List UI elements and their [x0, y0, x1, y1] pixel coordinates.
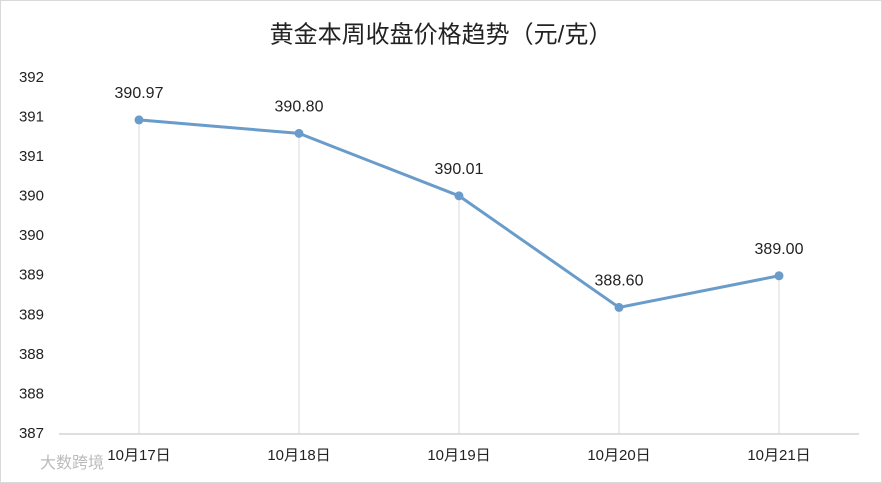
y-tick-label: 391: [19, 109, 44, 126]
y-tick-label: 389: [19, 267, 44, 284]
data-label: 390.80: [275, 99, 324, 116]
chart-title: 黄金本周收盘价格趋势（元/克）: [270, 21, 613, 48]
y-tick-label: 390: [19, 227, 44, 244]
x-tick-label: 10月21日: [747, 447, 810, 464]
y-tick-label: 390: [19, 188, 44, 205]
data-label: 390.01: [435, 161, 484, 178]
point: [294, 128, 304, 138]
x-tick-label: 10月18日: [267, 447, 330, 464]
x-tick-label: 10月20日: [587, 447, 650, 464]
data-label: 388.60: [595, 273, 644, 290]
point: [614, 302, 624, 312]
y-tick-label: 389: [19, 306, 44, 323]
x-tick-label: 10月17日: [107, 447, 170, 464]
y-tick-label: 388: [19, 385, 44, 402]
point: [134, 115, 144, 125]
y-tick-label: 392: [19, 69, 44, 86]
x-tick-label: 10月19日: [427, 447, 490, 464]
data-label: 390.97: [115, 85, 164, 102]
y-tick-label: 388: [19, 346, 44, 363]
y-tick-label: 387: [19, 425, 44, 442]
data-label: 389.00: [755, 241, 804, 258]
y-tick-label: 391: [19, 148, 44, 165]
watermark: 大数跨境: [40, 453, 104, 472]
point: [774, 271, 784, 281]
point: [454, 191, 464, 201]
